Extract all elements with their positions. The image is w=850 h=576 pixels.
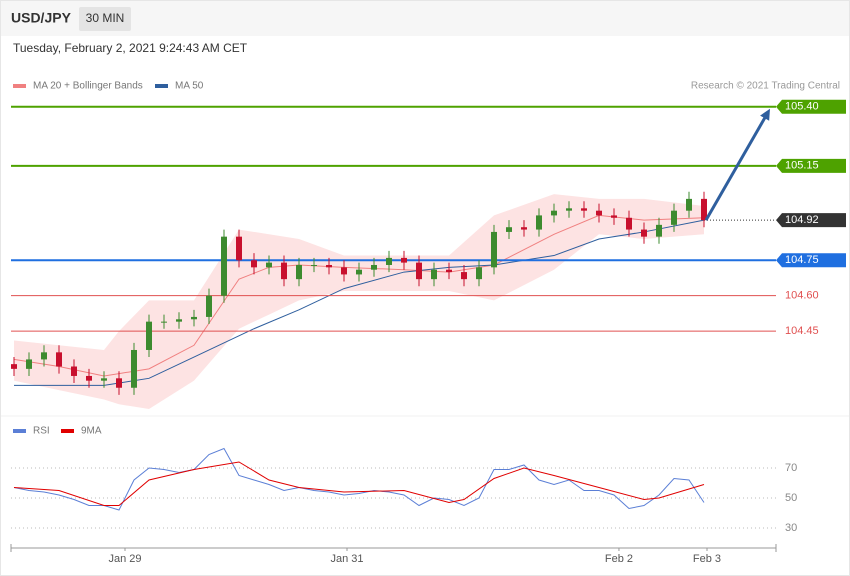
candle-body [26,359,32,369]
candle-body [401,257,407,263]
candle-body [296,264,302,280]
y-tick-label: 50 [785,492,797,504]
candle-body [386,257,392,265]
candle-body [371,264,377,270]
candle-body [581,208,587,211]
candle-body [551,210,557,216]
candle-body [236,236,242,261]
timestamp: Tuesday, February 2, 2021 9:24:43 AM CET [13,41,248,55]
x-tick-label: Jan 31 [330,553,363,565]
rsi-line [13,461,705,506]
x-tick-label: Feb 3 [693,553,721,565]
candle-body [311,264,317,266]
x-tick-label: Jan 29 [108,553,141,565]
credit: Research © 2021 Trading Central [691,81,840,92]
candle-body [566,208,572,211]
candle-body [686,198,692,211]
candle-body [476,267,482,280]
candle-body [446,269,452,273]
candle-body [641,229,647,237]
rsi-panel: 30 50 70 RSI 9MA Jan 29 Jan 31 Feb 2 Feb 3 [10,426,797,565]
candle-body [116,378,122,388]
level-label: 104.75 [785,254,819,266]
candle-body [491,231,497,268]
candle-body [671,210,677,225]
candle-body [431,269,437,280]
interval-badge[interactable] [79,7,131,31]
level-tag [776,253,846,268]
symbol: USD/JPY [11,10,72,26]
candle-body [521,227,527,230]
candle-body [536,215,542,230]
candle-body [71,366,77,376]
legend-label: 9MA [81,426,102,437]
candle-body [506,227,512,232]
candle-body [176,319,182,322]
level-label: 105.15 [785,160,819,172]
y-tick-label: 30 [785,522,797,534]
legend-swatch [13,429,26,433]
candle-body [281,262,287,280]
candle-body [596,210,602,216]
candle-body [251,260,257,268]
candle-body [146,321,152,350]
legend-label: RSI [33,426,50,437]
legend-swatch [155,84,168,88]
candle-body [221,236,227,296]
legend-label: MA 20 + Bollinger Bands [33,81,143,92]
candle-body [611,215,617,218]
interval[interactable]: 30 MIN [86,11,125,25]
candle-body [41,352,47,360]
candle-body [626,217,632,230]
candle-body [266,262,272,268]
level-tag [776,158,846,173]
level-label: 104.92 [785,214,819,226]
y-tick-label: 70 [785,462,797,474]
candle-body [11,364,17,369]
rsi-line [13,447,705,511]
candle-body [101,378,107,381]
candle-body [356,269,362,275]
candle-body [86,375,92,381]
candle-body [701,198,707,221]
candle-body [131,349,137,388]
ma-line [14,219,705,386]
candle-body [461,272,467,280]
x-tick-label: Feb 2 [605,553,633,565]
legend-swatch [61,429,74,433]
level-label: 104.45 [785,325,819,337]
candle-body [341,267,347,275]
level-label: 104.60 [785,290,819,302]
level-label: 105.40 [785,101,819,113]
candle-body [206,295,212,317]
candle-body [416,262,422,280]
forecast-arrowhead [760,108,770,121]
forecast-arrow [704,115,768,221]
candle-body [326,264,332,268]
header-bar [1,1,849,36]
level-tag [776,213,846,228]
bollinger-band [14,194,704,409]
candle-body [161,321,167,323]
legend-swatch [13,84,26,88]
price-panel: Research © 2021 Trading Central MA 20 + B… [11,81,846,409]
candle-body [656,224,662,237]
candle-body [191,316,197,320]
candle-body [56,352,62,367]
legend-label: MA 50 [175,81,204,92]
level-tag [776,99,846,114]
